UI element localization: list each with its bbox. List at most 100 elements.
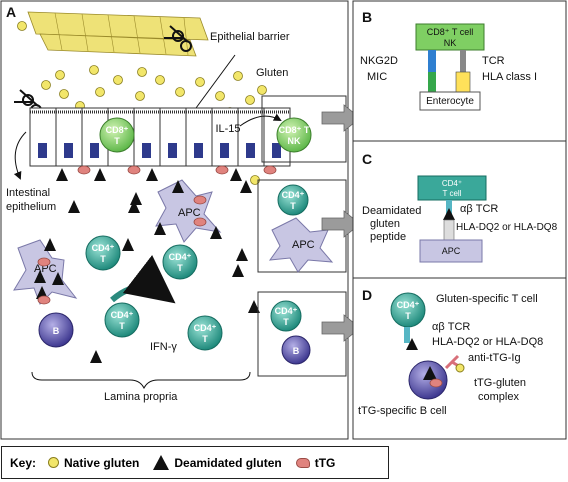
apc-cell-1 bbox=[155, 179, 222, 243]
il15-label: IL-15 bbox=[215, 123, 240, 135]
svg-text:T: T bbox=[177, 263, 183, 273]
panel-d-letter: D bbox=[362, 287, 372, 303]
cd4-t-cell-2: CD4⁺ T bbox=[162, 244, 198, 280]
key-native-gluten-label: Native gluten bbox=[64, 455, 140, 470]
panel-c-cell-label-2: T cell bbox=[443, 189, 462, 198]
cd8-tnk-label-1: CD8⁺ T bbox=[279, 125, 310, 135]
gluten-specific-label: Gluten-specific T cell bbox=[436, 293, 538, 305]
svg-text:CD4⁺: CD4⁺ bbox=[111, 310, 134, 320]
deamidated-label-3: peptide bbox=[370, 231, 406, 243]
epithelium-pointer bbox=[13, 131, 27, 180]
cd4-t-cell-3: CD4⁺ T bbox=[104, 302, 140, 338]
lamina-propria-brace bbox=[31, 371, 251, 390]
panel-b-letter: B bbox=[362, 9, 372, 25]
key-deamidated-gluten: Deamidated gluten bbox=[153, 455, 282, 470]
panel-c-peptide bbox=[443, 208, 455, 220]
inset-apc-label: APC bbox=[292, 239, 315, 251]
cd8-tnk-cell bbox=[276, 117, 312, 153]
svg-text:T: T bbox=[290, 201, 296, 211]
panel-c-cell-label-1: CD4⁺ bbox=[442, 179, 462, 188]
hla-class1 bbox=[455, 71, 471, 93]
cd4-t-cell-4: CD4⁺ T bbox=[187, 315, 223, 351]
svg-text:CD4⁺: CD4⁺ bbox=[92, 243, 115, 253]
epithelial-barrier-pointer bbox=[195, 54, 236, 109]
ifn-gamma-label: IFN-γ bbox=[150, 341, 177, 353]
inset-apc-cell bbox=[268, 217, 334, 273]
deamidated-gluten-triangles bbox=[34, 168, 260, 363]
tcr-label: TCR bbox=[482, 55, 505, 67]
enterocyte bbox=[419, 91, 481, 111]
complex-label-1: tTG-gluten bbox=[474, 377, 526, 389]
key-ttg: tTG bbox=[295, 455, 336, 470]
il15-arrow bbox=[239, 113, 282, 127]
panel-arrows bbox=[321, 104, 361, 342]
ifn-gamma-arrow bbox=[110, 255, 176, 304]
cd8-t-cell-label-1: CD8⁺ bbox=[106, 125, 129, 135]
apc-cell-2 bbox=[13, 239, 78, 305]
enterocyte-label: Enterocyte bbox=[426, 96, 474, 107]
panel-b-cell bbox=[415, 23, 485, 51]
deamidated-gluten-icon bbox=[153, 455, 170, 470]
tcr-receptor bbox=[460, 50, 466, 72]
gluten-label: Gluten bbox=[256, 67, 288, 79]
svg-text:CD4⁺: CD4⁺ bbox=[194, 323, 217, 333]
inset-b-label: B bbox=[293, 346, 300, 356]
ttg-blobs bbox=[37, 165, 277, 305]
celiac-pathogenesis-figure: A Epithelial barrier Gluten bbox=[0, 0, 567, 440]
scissors-icon bbox=[164, 25, 192, 52]
panel-a-letter: A bbox=[6, 4, 16, 20]
svg-text:T: T bbox=[100, 254, 106, 264]
complex-label-2: complex bbox=[478, 391, 519, 403]
nkg2d-label: NKG2D bbox=[360, 55, 398, 67]
panel-d-t-cell bbox=[390, 292, 426, 328]
panel-d-tcr-label: αβ TCR bbox=[432, 321, 470, 333]
deamidated-label-2: gluten bbox=[370, 218, 400, 230]
b-cell bbox=[38, 312, 74, 348]
panel-c-hla-label: HLA-DQ2 or HLA-DQ8 bbox=[456, 222, 558, 233]
panel-d-b-triangle bbox=[423, 366, 437, 380]
apc-label-1: APC bbox=[178, 207, 201, 219]
lamina-propria-label: Lamina propria bbox=[104, 391, 178, 403]
intestinal-epithelium-label-2: epithelium bbox=[6, 201, 56, 213]
svg-text:CD4⁺: CD4⁺ bbox=[169, 252, 192, 262]
key-legend: Key: Native gluten Deamidated gluten tTG bbox=[1, 446, 389, 479]
mic-ligand bbox=[428, 72, 436, 92]
panel-c-hla bbox=[443, 219, 455, 241]
cd8-t-cell-label-2: T bbox=[114, 136, 120, 146]
native-gluten-icon bbox=[48, 457, 60, 468]
inset-cd4-cell: CD4⁺ T bbox=[277, 184, 309, 216]
panel-c-apc bbox=[419, 239, 483, 263]
panel-c-cell bbox=[417, 175, 487, 201]
key-title: Key: bbox=[10, 455, 37, 470]
panel-d-ttg bbox=[429, 378, 443, 388]
cd8-t-cell bbox=[99, 117, 135, 153]
svg-text:T: T bbox=[119, 321, 125, 331]
panel-c-apc-label: APC bbox=[442, 246, 461, 256]
panel-d-hla-label: HLA-DQ2 or HLA-DQ8 bbox=[432, 336, 543, 348]
panel-d-frame bbox=[352, 277, 567, 440]
inset-cd4-cell-2: CD4⁺ T bbox=[270, 300, 302, 332]
panel-d-t-label-1: CD4⁺ bbox=[397, 300, 420, 310]
epithelial-barrier-label: Epithelial barrier bbox=[210, 31, 290, 43]
intestinal-epithelium-label-1: Intestinal bbox=[6, 187, 50, 199]
key-native-gluten: Native gluten bbox=[48, 456, 139, 470]
gluten-strip bbox=[27, 11, 209, 57]
svg-text:T: T bbox=[283, 317, 289, 327]
nkg2d-receptor bbox=[428, 50, 436, 72]
hla-class1-label: HLA class I bbox=[482, 71, 537, 83]
panel-c-tcr-label: αβ TCR bbox=[460, 203, 498, 215]
key-ttg-label: tTG bbox=[314, 455, 336, 470]
panel-d-peptide bbox=[406, 338, 418, 350]
inset-b-cell bbox=[281, 335, 311, 365]
gluten-strip-grid bbox=[54, 12, 189, 56]
ttg-gluten-complex-dot bbox=[455, 363, 465, 373]
panel-b-cell-label-2: NK bbox=[444, 38, 457, 48]
panel-d-t-label-2: T bbox=[405, 311, 411, 321]
svg-text:CD4⁺: CD4⁺ bbox=[282, 190, 305, 200]
mic-label: MIC bbox=[367, 71, 387, 83]
panel-d-tcr bbox=[404, 327, 410, 343]
anti-ttg-label: anti-tTG-Ig bbox=[468, 352, 521, 364]
ttg-icon bbox=[295, 457, 310, 468]
svg-text:CD4⁺: CD4⁺ bbox=[275, 306, 298, 316]
epithelium-layer bbox=[29, 107, 291, 167]
